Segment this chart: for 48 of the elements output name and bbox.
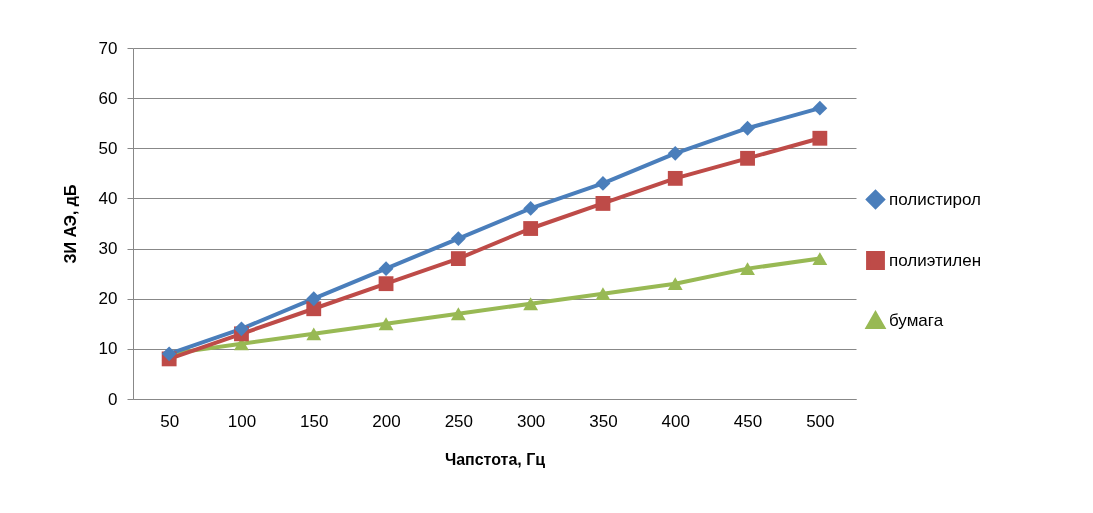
x-tick-label: 250 xyxy=(444,411,474,431)
point xyxy=(378,317,394,331)
y-tick-label: 70 xyxy=(98,38,118,58)
point xyxy=(306,291,322,307)
point xyxy=(740,120,755,136)
point xyxy=(667,277,683,291)
x-tick-label: 200 xyxy=(372,411,401,431)
point xyxy=(595,175,611,191)
point xyxy=(523,297,539,311)
y-tick-label: 20 xyxy=(98,289,118,309)
point xyxy=(378,261,394,277)
legend-label: полиэтилен xyxy=(889,250,982,270)
legend-label: бумага xyxy=(889,310,944,330)
point xyxy=(667,170,683,186)
x-tick-label: 50 xyxy=(160,411,180,431)
point xyxy=(740,150,755,166)
x-tick-label: 300 xyxy=(516,411,546,431)
point xyxy=(306,301,322,317)
y-tick-label: 30 xyxy=(98,239,118,259)
y-tick-label: 50 xyxy=(98,138,118,158)
point xyxy=(450,251,466,267)
x-tick-label: 150 xyxy=(300,411,329,431)
point xyxy=(812,130,828,146)
point xyxy=(667,145,683,161)
point xyxy=(812,100,828,116)
point xyxy=(523,221,539,236)
y-axis-title: ЗИ АЭ, дБ xyxy=(61,184,79,264)
point xyxy=(740,262,755,276)
x-tick-label: 450 xyxy=(733,411,763,431)
point xyxy=(306,327,322,341)
point xyxy=(234,321,249,337)
y-tick-label: 10 xyxy=(98,339,118,359)
y-tick-label: 40 xyxy=(98,188,118,208)
y-tick-label: 60 xyxy=(98,88,118,108)
point xyxy=(812,252,828,266)
point xyxy=(595,196,611,211)
x-tick-label: 500 xyxy=(806,411,835,431)
legend-label: полистирол xyxy=(889,189,981,209)
point xyxy=(450,231,466,246)
x-tick-label: 400 xyxy=(661,411,690,431)
point xyxy=(595,287,611,301)
x-axis-title: Чапстота, Гц xyxy=(444,450,546,468)
x-tick-label: 350 xyxy=(589,411,618,431)
point xyxy=(450,307,466,321)
point xyxy=(523,201,539,216)
y-tick-label: 0 xyxy=(108,389,118,409)
x-tick-label: 100 xyxy=(227,411,257,431)
point xyxy=(378,276,394,292)
